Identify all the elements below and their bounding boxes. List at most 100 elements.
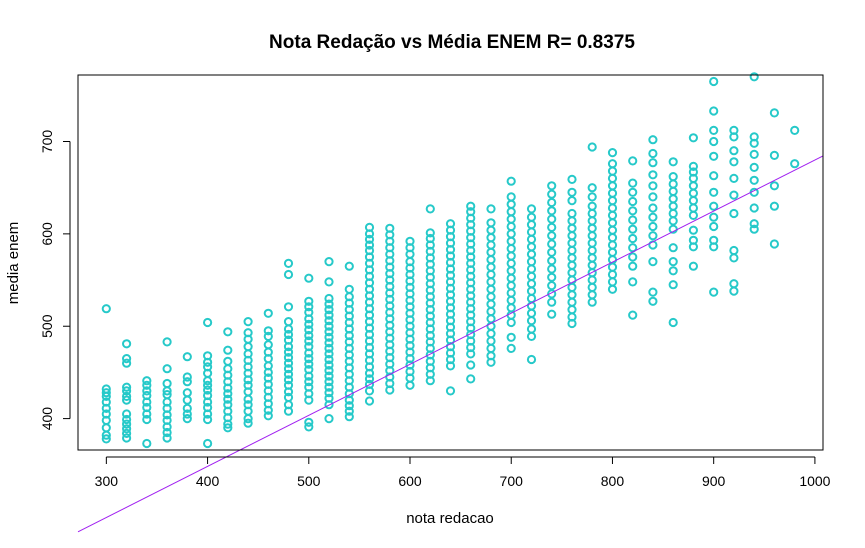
data-point — [688, 196, 699, 206]
data-point — [607, 196, 618, 206]
data-point — [567, 253, 577, 263]
data-point — [547, 197, 557, 208]
data-point — [243, 375, 253, 385]
data-point — [324, 327, 334, 337]
data-point — [547, 247, 557, 257]
data-point — [162, 433, 172, 443]
data-point — [142, 380, 152, 390]
data-point — [769, 201, 780, 211]
plot-area-frame — [77, 74, 824, 451]
data-point — [425, 376, 435, 386]
data-point — [607, 181, 618, 191]
data-point — [607, 225, 618, 235]
data-point — [263, 411, 273, 421]
data-point — [142, 376, 152, 386]
data-point — [324, 349, 334, 359]
data-point — [547, 206, 557, 216]
data-point — [243, 414, 253, 424]
data-point — [405, 380, 415, 390]
data-point — [648, 148, 658, 159]
data-point — [263, 405, 273, 415]
data-point — [203, 409, 213, 419]
data-point — [648, 135, 658, 145]
data-point — [729, 132, 739, 142]
data-point — [486, 255, 496, 265]
x-tick-label: 300 — [95, 473, 119, 489]
data-point — [668, 186, 678, 196]
data-point — [729, 157, 739, 167]
data-point — [567, 260, 577, 270]
data-point — [223, 389, 233, 399]
data-point — [101, 388, 111, 398]
data-point — [203, 397, 213, 407]
data-point — [567, 238, 577, 248]
data-point — [587, 260, 597, 270]
data-point — [688, 261, 699, 271]
data-point — [688, 225, 699, 235]
data-point — [101, 423, 111, 433]
data-point — [142, 438, 152, 449]
data-point — [668, 280, 678, 290]
data-point — [466, 349, 476, 359]
data-point — [729, 146, 739, 156]
data-point — [506, 332, 516, 342]
data-point — [587, 297, 597, 307]
data-point — [344, 395, 354, 405]
data-point — [506, 236, 516, 246]
data-point — [364, 396, 375, 406]
data-point — [729, 190, 739, 200]
data-points — [101, 72, 800, 449]
data-point — [304, 395, 314, 405]
data-point — [567, 268, 577, 278]
data-point — [526, 286, 537, 296]
data-point — [304, 314, 314, 324]
data-point — [709, 221, 719, 232]
data-point — [122, 414, 132, 425]
data-point — [243, 342, 253, 352]
data-point — [668, 172, 678, 182]
data-point — [628, 243, 638, 253]
data-point — [526, 271, 537, 281]
data-point — [526, 264, 537, 274]
data-point — [486, 218, 496, 228]
data-point — [324, 321, 334, 331]
data-point — [445, 361, 456, 371]
data-point — [749, 224, 759, 234]
data-point — [607, 173, 618, 183]
data-point — [182, 388, 192, 398]
data-point — [122, 409, 132, 419]
data-point — [182, 395, 192, 405]
data-point — [486, 314, 496, 324]
x-tick-label: 1000 — [799, 473, 830, 489]
data-point — [607, 284, 618, 294]
data-point — [283, 375, 294, 385]
data-point — [567, 196, 577, 206]
data-point — [607, 166, 618, 176]
data-point — [567, 187, 577, 197]
data-point — [729, 208, 739, 219]
data-point — [486, 277, 496, 287]
data-point — [506, 288, 516, 298]
data-point — [243, 317, 253, 327]
data-point — [688, 210, 699, 220]
data-point — [587, 208, 597, 219]
data-point — [506, 310, 516, 320]
data-point — [324, 305, 334, 315]
data-point — [526, 212, 537, 222]
data-point — [486, 292, 496, 302]
data-point — [364, 234, 375, 244]
data-point — [567, 282, 577, 292]
data-point — [668, 157, 678, 167]
data-point — [587, 223, 597, 233]
data-point — [668, 194, 678, 204]
data-point — [304, 336, 314, 346]
data-point — [526, 242, 537, 252]
data-point — [607, 159, 618, 169]
data-point — [283, 358, 294, 368]
data-point — [648, 231, 658, 241]
data-point — [628, 215, 638, 225]
x-tick-label: 900 — [702, 473, 726, 489]
data-point — [547, 264, 557, 274]
data-point — [425, 204, 435, 214]
data-point — [203, 380, 213, 390]
